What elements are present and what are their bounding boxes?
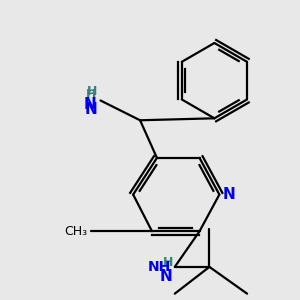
Text: N: N	[84, 97, 97, 112]
Text: H: H	[162, 256, 173, 269]
Text: N: N	[85, 102, 98, 117]
Text: N: N	[160, 269, 173, 284]
Text: N: N	[222, 187, 235, 202]
Text: H: H	[86, 88, 97, 101]
Text: CH₃: CH₃	[64, 225, 88, 238]
Text: NH: NH	[148, 260, 171, 274]
Text: H: H	[87, 85, 98, 98]
